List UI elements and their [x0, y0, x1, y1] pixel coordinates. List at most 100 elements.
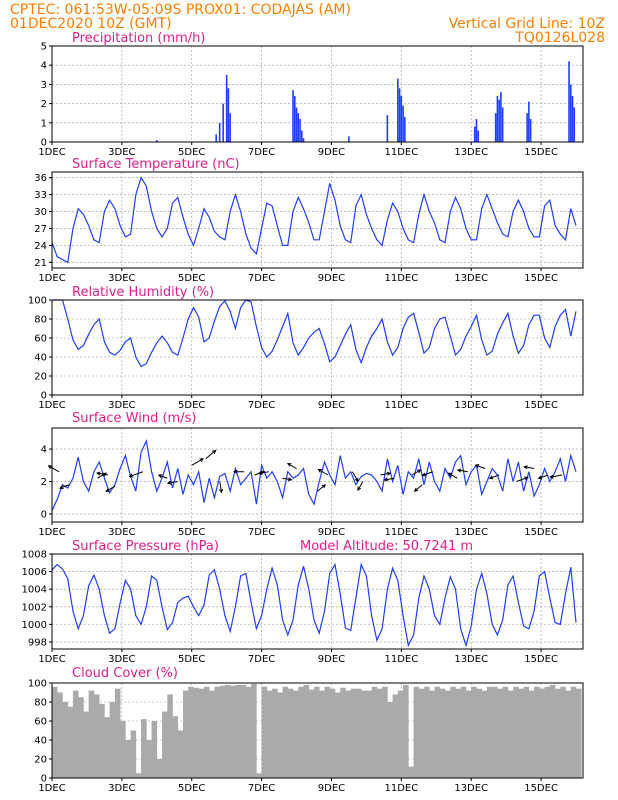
- y-tick-label: 21: [34, 258, 47, 269]
- cloud-bar: [345, 690, 352, 778]
- wind-arrow-head: [95, 471, 101, 476]
- cloud-bar: [424, 686, 430, 778]
- series-line: [51, 438, 577, 511]
- header: CPTEC: 061:53W-05:09S PROX01: CODAJAS (A…: [10, 2, 605, 46]
- precip-bar: [297, 113, 300, 142]
- precip-bar: [498, 99, 500, 142]
- precip-bar: [500, 92, 502, 142]
- wind-arrow: [448, 472, 458, 479]
- y-tick-label: 40: [34, 353, 47, 364]
- cloud-bar: [308, 689, 315, 778]
- y-tick-label: 998: [28, 637, 47, 648]
- x-tick-label: 11DEC: [384, 400, 418, 411]
- y-tick-label: 24: [34, 241, 47, 252]
- cloud-bar: [130, 730, 137, 778]
- x-tick-label: 5DEC: [178, 147, 205, 158]
- wind-arrow: [105, 485, 116, 492]
- cloud-bar: [188, 686, 194, 778]
- plot-frame: [51, 427, 584, 523]
- x-tick-label: 9DEC: [318, 273, 345, 284]
- cloud-bar: [382, 686, 388, 778]
- y-tick-label: 4: [41, 445, 47, 456]
- y-tick-label: 40: [34, 736, 47, 747]
- y-tick-label: 0: [41, 509, 47, 520]
- x-tick-label: 7DEC: [248, 400, 275, 411]
- wind-arrow: [524, 466, 535, 470]
- cloud-bar: [445, 690, 451, 778]
- x-tick-label: 3DEC: [108, 273, 135, 284]
- cloud-bar: [120, 721, 126, 778]
- y-tick-label: 100: [28, 679, 47, 690]
- wind-arrow-head: [488, 475, 494, 480]
- cloud-bar: [93, 694, 100, 778]
- cloud-bar: [408, 766, 414, 778]
- wind-arrow-head: [47, 465, 53, 469]
- cloud-bar: [507, 690, 514, 778]
- y-tick-label: 1006: [22, 567, 47, 578]
- x-tick-label: 11DEC: [384, 654, 418, 665]
- cloud-bar: [403, 684, 409, 778]
- x-tick-label: 11DEC: [384, 783, 418, 794]
- precip-bar: [473, 126, 476, 142]
- wind-arrow: [414, 484, 423, 492]
- series-line: [51, 176, 577, 264]
- precip-bar: [569, 84, 572, 142]
- wind-arrow: [96, 472, 108, 476]
- x-tick-label: 1DEC: [38, 147, 65, 158]
- cloud-bar: [266, 690, 273, 778]
- cloud-bar: [72, 690, 79, 778]
- y-tick-label: 2: [41, 99, 47, 110]
- x-tick-label: 15DEC: [524, 273, 558, 284]
- cloud-bar: [240, 684, 247, 778]
- cloud-bar: [497, 688, 503, 778]
- cloud-bar: [141, 719, 147, 778]
- wind-arrow-head: [102, 472, 108, 477]
- y-tick-label: 0: [41, 774, 47, 785]
- wind-arrow: [457, 469, 468, 473]
- wind-arrow-head: [421, 472, 426, 477]
- cloud-bar: [245, 686, 252, 778]
- cloud-bar: [534, 686, 540, 778]
- x-tick-label: 3DEC: [108, 527, 135, 538]
- precip-bar: [494, 113, 497, 142]
- y-tick-label: 80: [34, 315, 47, 326]
- precip-bar: [156, 140, 158, 142]
- precip-bar: [386, 115, 389, 142]
- precip-bar: [299, 118, 301, 142]
- x-tick-label: 5DEC: [178, 654, 205, 665]
- cloud-bar: [450, 686, 456, 778]
- cloud-bar: [565, 690, 572, 778]
- cloud-bar: [523, 686, 530, 778]
- cloud-bar: [387, 702, 393, 778]
- series-line: [51, 562, 577, 648]
- wind-arrow: [352, 471, 359, 482]
- y-tick-label: 1002: [22, 602, 47, 613]
- wind-arrow: [550, 474, 563, 478]
- precip-bar: [222, 103, 224, 142]
- wind-arrow-head: [233, 469, 238, 474]
- humidity-title: Relative Humidity (%): [72, 285, 214, 300]
- header-model-code: TQ0126L028: [514, 30, 605, 46]
- x-tick-label: 13DEC: [454, 400, 488, 411]
- y-tick-label: 1000: [22, 620, 47, 631]
- wind-arrow-head: [321, 484, 327, 489]
- x-tick-label: 7DEC: [248, 273, 275, 284]
- cloud-bar: [224, 684, 231, 778]
- x-tick-label: 13DEC: [454, 783, 488, 794]
- wind-arrow: [384, 477, 395, 481]
- x-tick-label: 7DEC: [248, 527, 275, 538]
- wind-arrow-head: [212, 449, 217, 454]
- wind-arrow-head: [456, 468, 462, 473]
- y-tick-label: 3: [41, 80, 47, 91]
- cloud-bar: [465, 690, 472, 778]
- x-tick-label: 9DEC: [318, 654, 345, 665]
- cloud-bar: [576, 688, 582, 778]
- cloud-bar: [413, 686, 420, 778]
- cloud-bar: [418, 688, 425, 778]
- x-tick-label: 7DEC: [248, 783, 275, 794]
- wind-arrow-head: [447, 472, 453, 477]
- x-tick-label: 1DEC: [38, 527, 65, 538]
- precip-bar: [496, 95, 499, 142]
- x-tick-label: 15DEC: [524, 527, 558, 538]
- cloud-bar: [324, 686, 331, 778]
